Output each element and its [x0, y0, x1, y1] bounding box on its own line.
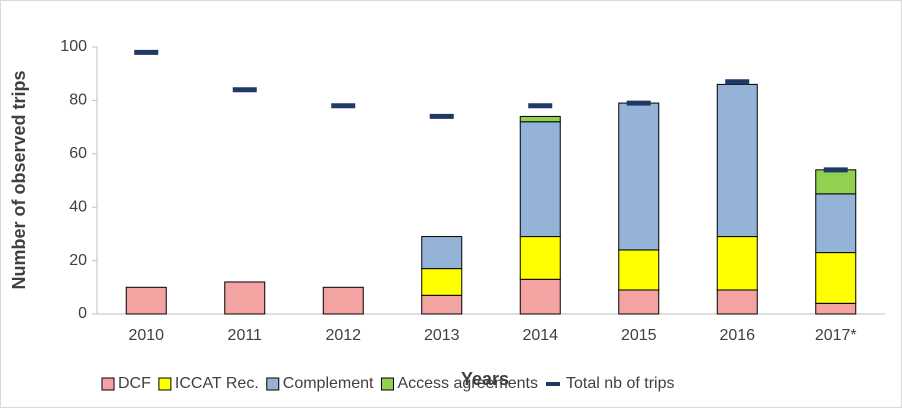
bar-segment — [519, 115, 561, 123]
x-tick-label: 2010 — [128, 327, 164, 344]
x-tick-label: 2011 — [228, 327, 263, 344]
y-tick-label: 80 — [69, 92, 87, 109]
legend-swatch — [158, 377, 172, 391]
bar-segment — [421, 294, 463, 315]
bar-segment — [618, 289, 660, 315]
legend-label: Complement — [283, 375, 374, 392]
bar-segment — [322, 286, 364, 315]
legend-label: Total nb of trips — [566, 375, 675, 392]
legend-label: DCF — [118, 375, 151, 392]
y-tick-label: 0 — [78, 305, 87, 322]
legend-label: ICCAT Rec. — [175, 375, 259, 392]
bar-segment — [815, 169, 857, 195]
x-tick-label: 2017* — [815, 327, 857, 344]
x-tick-label: 2015 — [621, 327, 657, 344]
bar-segment — [519, 278, 561, 315]
bar-segment — [519, 121, 561, 238]
bar-segment — [815, 302, 857, 315]
y-tick-label: 100 — [60, 38, 87, 55]
bar-segment — [421, 236, 463, 270]
legend-swatch — [101, 377, 115, 391]
y-tick-label: 60 — [69, 145, 87, 162]
x-tick-label: 2014 — [522, 327, 558, 344]
bar-segment — [618, 249, 660, 291]
x-tick-label: 2013 — [424, 327, 460, 344]
bar-segment — [815, 193, 857, 254]
x-tick-label: 2016 — [719, 327, 755, 344]
y-tick-label: 20 — [69, 252, 87, 269]
bar-segment — [618, 102, 660, 251]
bar-segment — [716, 83, 758, 238]
legend-label: Access agreements — [397, 375, 538, 392]
x-axis-title: Years — [461, 369, 509, 389]
bar-segment — [815, 252, 857, 304]
bar-segment — [125, 286, 167, 315]
y-tick-label: 40 — [69, 198, 87, 215]
x-tick-label: 2012 — [325, 327, 361, 344]
bar-segment — [224, 281, 266, 315]
legend-swatch — [380, 377, 394, 391]
bar-segment — [716, 236, 758, 291]
bar-segment — [421, 268, 463, 296]
bar-segment — [519, 236, 561, 280]
bar-segment — [716, 289, 758, 315]
y-axis-title: Number of observed trips — [9, 70, 29, 289]
legend-swatch — [266, 377, 280, 391]
